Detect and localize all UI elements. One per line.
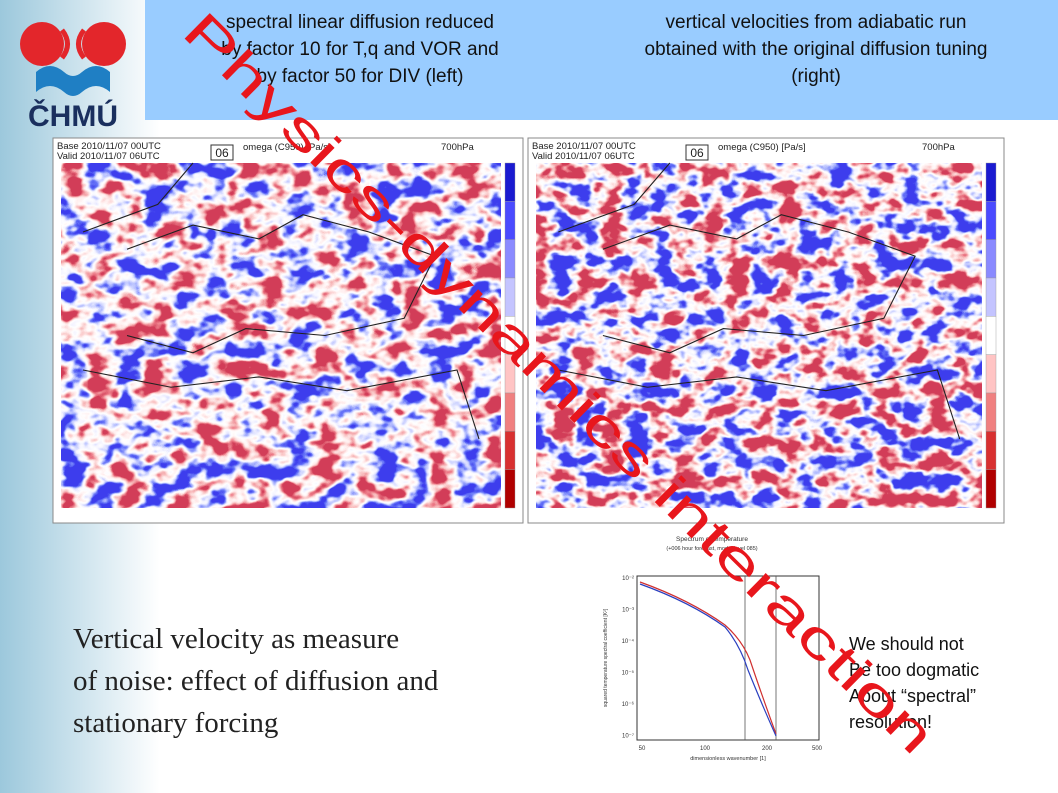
note-line: Be too dogmatic <box>849 660 979 680</box>
header-captions: spectral linear diffusion reduced by fact… <box>221 12 987 87</box>
figure-xtick-label: 100 <box>700 746 711 752</box>
logo: ČHMÚ <box>20 22 126 133</box>
colorbar-cell <box>504 162 516 202</box>
spectrum-figure: Spectrum of temperature (+006 hour forec… <box>597 528 827 762</box>
map-base: Base 2010/11/07 00UTC <box>57 141 161 152</box>
colorbar-cell <box>504 239 516 279</box>
map-step: 06 <box>215 146 229 160</box>
logo-text: ČHMÚ <box>28 99 118 133</box>
colorbar-cell <box>985 392 997 432</box>
colorbar-cell <box>504 469 516 509</box>
map-border <box>82 162 194 233</box>
map-level: 700hPa <box>441 142 474 153</box>
note-line: We should not <box>849 634 964 654</box>
map-field <box>61 163 501 508</box>
caption-line: spectral linear diffusion reduced <box>226 12 494 33</box>
figure-xtick-label: 500 <box>812 746 823 752</box>
map-field-label: omega (C950) [Pa/s] <box>243 142 331 153</box>
figure-subtitle: (+006 hour forecast, model level 085) <box>666 546 757 552</box>
body-text: Vertical velocity as measure of noise: ef… <box>73 623 439 739</box>
logo-circle <box>20 22 64 66</box>
colorbar-cell <box>985 354 997 394</box>
figure-xtick-label: 50 <box>639 746 646 752</box>
map-valid: Valid 2010/11/07 06UTC <box>57 151 160 162</box>
map-border <box>126 214 436 354</box>
note-text: We should not Be too dogmatic About “spect… <box>849 634 979 732</box>
colorbar-cell <box>985 162 997 202</box>
colorbar-cell <box>985 201 997 240</box>
figure-ytick-label: 10⁻⁴ <box>622 638 635 645</box>
colorbar-cell <box>985 316 997 355</box>
colorbar-cell <box>985 277 997 317</box>
figure-ytick-label: 10⁻⁷ <box>622 733 634 740</box>
logo-circle <box>82 22 126 66</box>
colorbar-cell <box>504 392 516 432</box>
figure-axes <box>636 575 820 741</box>
note-line: About “spectral” <box>849 686 976 706</box>
map-border <box>558 162 671 233</box>
figure-curve-red <box>639 581 777 735</box>
caption-line: obtained with the original diffusion tun… <box>645 39 988 60</box>
figure-ytick-label: 10⁻² <box>622 576 634 582</box>
figure-curve-blue <box>639 583 777 737</box>
caption-line: (right) <box>791 66 841 87</box>
map-level: 700hPa <box>922 142 955 153</box>
colorbar-cell <box>985 239 997 279</box>
colorbar-cell <box>504 431 516 470</box>
map-border <box>558 369 961 440</box>
logo-arc <box>59 28 87 60</box>
caption-line: by factor 50 for DIV (left) <box>257 66 464 87</box>
figure-title: Spectrum of temperature <box>676 536 748 543</box>
colorbar-cell <box>985 469 997 509</box>
figure-ytick-label: 10⁻³ <box>622 608 634 614</box>
figure-ytick-label: 10⁻⁵ <box>622 670 635 677</box>
note-line: resolution! <box>849 712 932 732</box>
map-step-box <box>685 144 709 161</box>
figure-xtick-label: 200 <box>762 746 773 752</box>
map-step-box <box>210 144 234 161</box>
figure-ylabel: squared temperature spectral coefficient… <box>603 608 609 707</box>
body-line: Vertical velocity as measure <box>73 623 399 655</box>
body-line: of noise: effect of diffusion and <box>73 665 439 697</box>
logo-wave <box>36 66 110 96</box>
colorbar-cell <box>504 201 516 240</box>
colorbar-cell <box>985 431 997 470</box>
figure-ytick-label: 10⁻⁶ <box>622 701 635 708</box>
figure-xlabel: dimensionless wavenumber [1] <box>690 756 766 762</box>
map-base: Base 2010/11/07 00UTC <box>532 141 636 152</box>
map-valid: Valid 2010/11/07 06UTC <box>532 151 635 162</box>
caption-line: by factor 10 for T,q and VOR and <box>221 39 498 60</box>
header-band <box>145 0 1058 120</box>
body-line: stationary forcing <box>73 707 278 739</box>
map-border <box>602 214 916 354</box>
map-step: 06 <box>690 146 704 160</box>
map-field-label: omega (C950) [Pa/s] <box>718 142 806 153</box>
map-border <box>82 369 480 440</box>
caption-line: vertical velocities from adiabatic run <box>666 12 967 33</box>
map-field <box>536 163 982 508</box>
